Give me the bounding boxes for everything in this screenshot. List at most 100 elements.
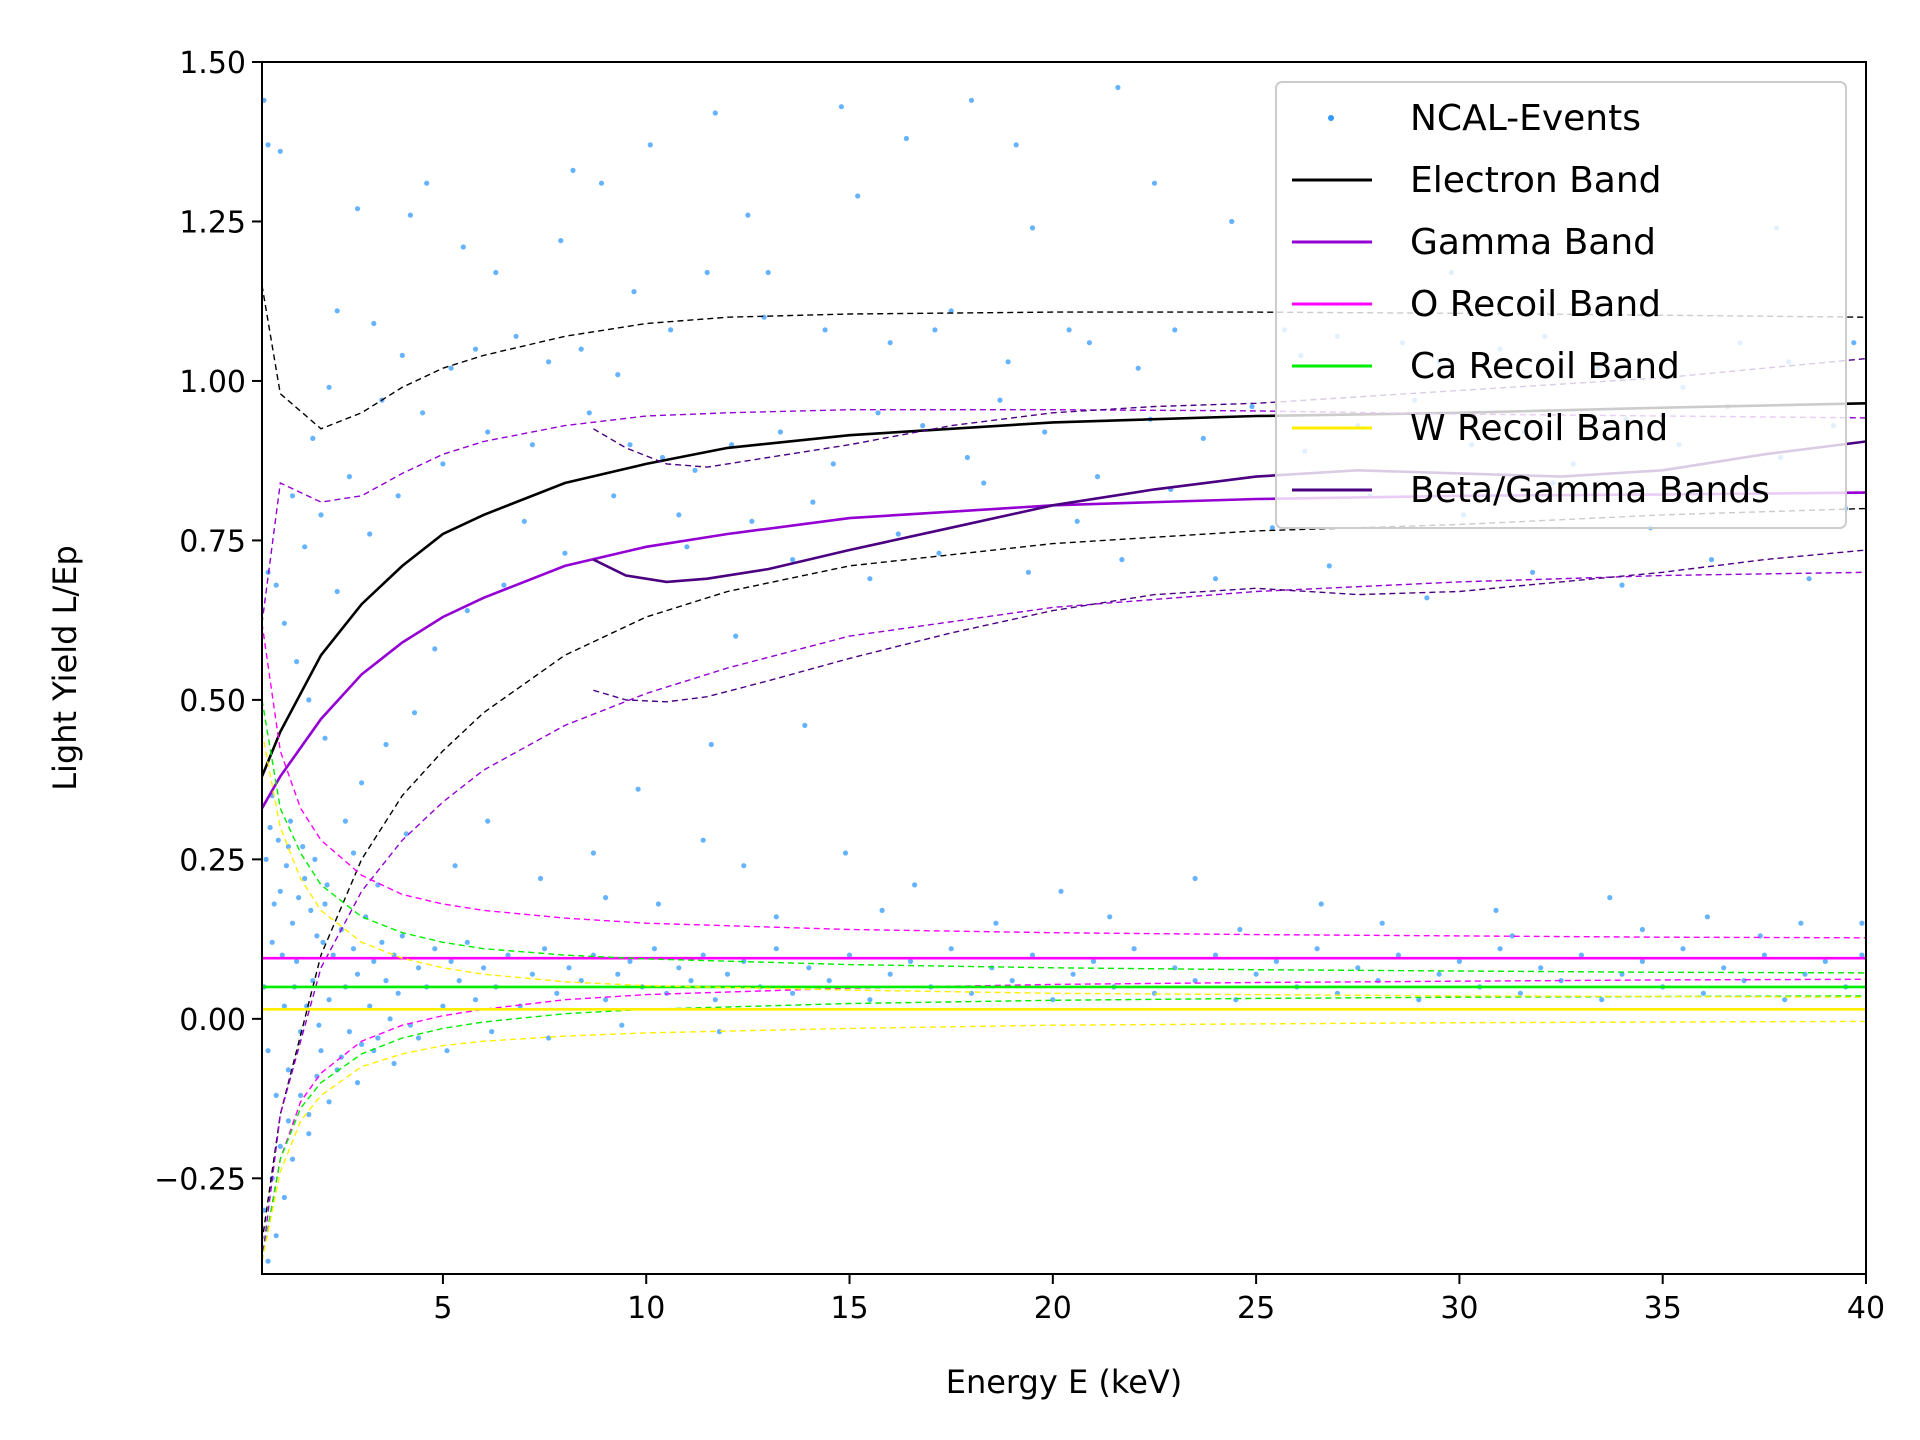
event-point-186 <box>285 1067 291 1073</box>
legend-label-w-recoil-band: W Recoil Band <box>1410 408 1668 449</box>
event-point-336 <box>312 856 318 863</box>
event-point-228 <box>529 971 536 977</box>
y-tick-label: 0.50 <box>179 684 246 719</box>
event-point-10 <box>968 97 975 103</box>
event-point-9 <box>838 104 845 110</box>
event-point-303 <box>265 1258 271 1264</box>
event-point-129 <box>822 327 828 333</box>
x-tick-label: 25 <box>1237 1291 1275 1326</box>
event-point-311 <box>306 1131 312 1137</box>
event-point-206 <box>367 1003 373 1009</box>
w-recoil-band-upper-bound <box>262 731 1866 998</box>
event-point-214 <box>399 933 405 939</box>
event-point-157 <box>1318 901 1324 907</box>
event-point-142 <box>289 493 296 499</box>
event-point-16 <box>647 142 653 148</box>
event-point-210 <box>383 978 389 984</box>
event-point-305 <box>273 1233 279 1239</box>
x-axis: 5 10 15 20 25 30 35 40 <box>433 1274 1885 1326</box>
x-tick-label: 10 <box>627 1291 665 1326</box>
event-point-109 <box>359 780 365 786</box>
event-point-133 <box>1086 340 1092 346</box>
event-point-174 <box>1107 914 1113 920</box>
event-point-230 <box>554 990 560 996</box>
event-point-78 <box>1269 525 1275 531</box>
y-tick-label: −0.25 <box>154 1162 246 1197</box>
event-point-68 <box>529 442 536 448</box>
event-point-297 <box>1782 997 1788 1003</box>
event-point-28 <box>1172 327 1178 333</box>
event-point-48 <box>920 423 926 429</box>
event-point-104 <box>501 582 507 588</box>
event-point-321 <box>546 1035 552 1041</box>
event-point-184 <box>277 888 283 894</box>
event-point-101 <box>708 741 714 748</box>
event-point-125 <box>578 346 584 352</box>
x-tick-label: 5 <box>433 1291 452 1326</box>
event-point-279 <box>1416 997 1422 1003</box>
event-point-93 <box>1424 595 1430 601</box>
o-recoil-band-lower-bound <box>262 978 1866 1262</box>
event-point-234 <box>603 997 609 1003</box>
event-point-307 <box>281 1194 287 1201</box>
event-point-289 <box>1619 971 1625 977</box>
event-point-202 <box>350 946 357 952</box>
event-point-325 <box>267 824 273 831</box>
event-point-280 <box>1436 971 1442 977</box>
event-point-324 <box>263 856 269 863</box>
ca-recoil-band-upper-bound <box>262 699 1866 974</box>
event-point-171 <box>773 914 779 920</box>
legend-label-ncal-events: NCAL-Events <box>1410 98 1641 139</box>
event-point-265 <box>1131 946 1137 952</box>
event-point-285 <box>1538 965 1544 971</box>
event-point-241 <box>688 978 694 984</box>
event-point-22 <box>493 269 499 276</box>
legend: NCAL-Events Electron Band Gamma Band O Reco… <box>1275 81 1847 529</box>
event-point-328 <box>279 952 285 958</box>
event-point-213 <box>395 990 401 996</box>
event-point-294 <box>1721 965 1727 971</box>
event-point-262 <box>1070 971 1076 977</box>
y-tick-label: 0.75 <box>179 524 246 559</box>
event-point-141 <box>326 384 332 390</box>
event-point-318 <box>415 1035 422 1041</box>
event-point-147 <box>318 512 324 518</box>
y-axis-title: Light Yield L/Ep <box>46 545 84 791</box>
y-tick-label: 1.00 <box>179 365 246 400</box>
event-point-167 <box>350 850 357 856</box>
event-point-323 <box>716 1029 723 1035</box>
event-point-299 <box>1822 958 1828 965</box>
event-point-124 <box>546 359 552 365</box>
event-point-42 <box>659 454 666 461</box>
event-point-254 <box>907 958 914 965</box>
event-point-26 <box>948 308 954 314</box>
event-point-103 <box>562 550 568 556</box>
ca-recoil-band-lower-bound <box>262 995 1866 1262</box>
event-point-162 <box>1859 920 1865 926</box>
event-point-229 <box>542 946 548 952</box>
event-point-333 <box>300 844 306 850</box>
event-point-256 <box>948 946 954 952</box>
event-point-117 <box>334 588 340 595</box>
event-point-240 <box>676 965 682 971</box>
event-point-92 <box>1326 563 1332 569</box>
event-point-201 <box>346 1029 352 1035</box>
event-point-44 <box>729 442 735 448</box>
event-point-309 <box>289 1156 296 1162</box>
legend-marker-ncal-events <box>1328 115 1334 121</box>
event-point-306 <box>277 1143 283 1149</box>
event-point-107 <box>411 710 418 716</box>
event-point-196 <box>326 997 332 1003</box>
gamma-band-mean-line <box>262 491 1866 809</box>
event-point-37 <box>1229 218 1235 225</box>
event-point-322 <box>619 1022 625 1028</box>
event-point-253 <box>887 971 893 977</box>
event-point-5 <box>460 244 466 250</box>
w-recoil-band-lower-bound <box>262 1020 1866 1262</box>
event-point-165 <box>403 831 409 837</box>
event-point-197 <box>330 952 336 958</box>
event-point-114 <box>281 620 287 626</box>
event-point-173 <box>993 920 999 926</box>
event-point-46 <box>830 461 836 467</box>
